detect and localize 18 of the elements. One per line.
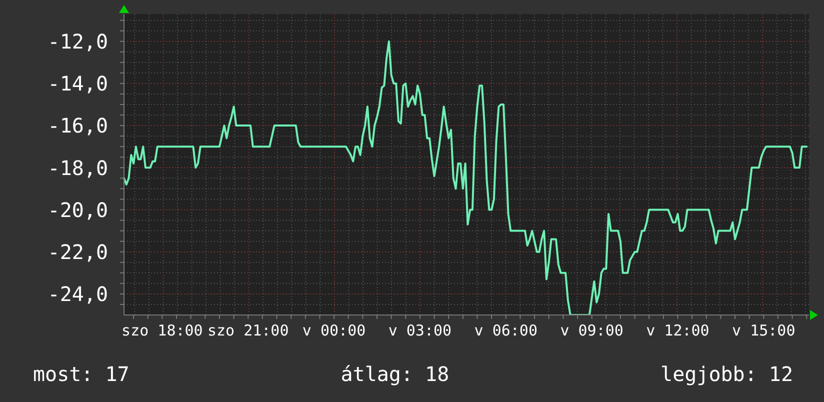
y-tick-label: -20,0 (48, 198, 108, 222)
y-tick-label: -16,0 (48, 114, 108, 138)
y-tick-label: -18,0 (48, 156, 108, 180)
x-tick-label: szo 21:00 (207, 322, 289, 340)
y-tick-label: -22,0 (48, 240, 108, 264)
x-tick-label: v 09:00 (560, 322, 624, 340)
text: legjobb: 12 (660, 362, 793, 386)
text: átlag: 18 (340, 362, 450, 386)
x-tick-label: v 15:00 (732, 322, 796, 340)
x-tick-label: v 06:00 (474, 322, 538, 340)
y-tick-label: -12,0 (48, 29, 108, 54)
x-tick-label: v 00:00 (302, 322, 366, 340)
y-tick-label: -14,0 (48, 72, 108, 96)
x-tick-label: v 03:00 (388, 322, 452, 340)
text: most: 17 (33, 362, 130, 386)
x-tick-label: v 12:00 (646, 322, 710, 340)
x-tick-label: szo 18:00 (122, 322, 203, 340)
y-tick-label: -24,0 (48, 282, 108, 306)
